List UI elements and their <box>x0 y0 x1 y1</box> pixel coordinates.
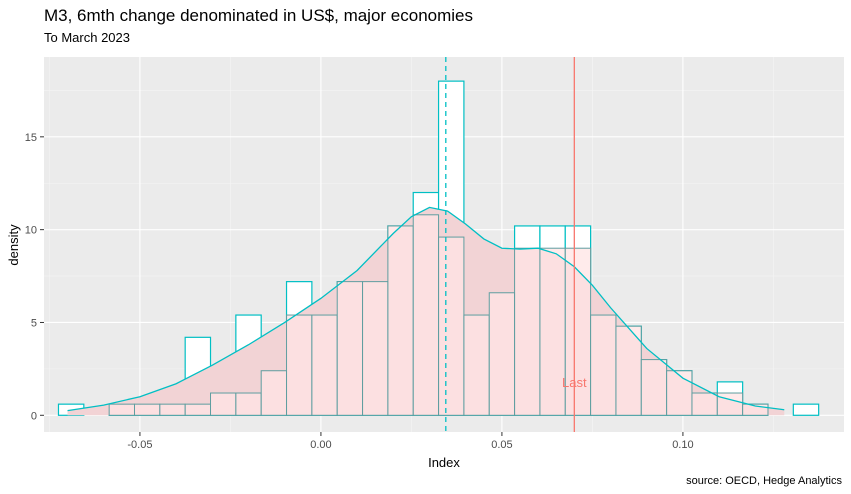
annotations: Last <box>562 375 587 390</box>
y-axis-title: density <box>6 224 21 266</box>
x-tick-label: 0.10 <box>672 439 693 451</box>
bar-history <box>133 403 161 416</box>
bars-history <box>108 214 769 416</box>
bar-history <box>615 325 642 416</box>
bar-history <box>387 225 414 416</box>
bar-history <box>260 370 288 416</box>
x-tick-label: -0.05 <box>127 439 152 451</box>
bar-history <box>564 247 592 416</box>
y-tick-label: 15 <box>25 132 37 144</box>
bar-history <box>640 359 668 416</box>
bar-history <box>210 392 237 416</box>
bar-history <box>235 392 262 416</box>
y-axis: 0 5 10 15 <box>25 132 44 422</box>
bar-history <box>514 247 541 416</box>
bar-history <box>159 403 186 416</box>
bar-history <box>666 370 693 416</box>
x-tick-label: 0.00 <box>310 439 331 451</box>
x-axis: -0.05 0.00 0.05 0.10 <box>127 432 694 451</box>
bar-history <box>286 314 313 416</box>
source-caption: source: OECD, Hedge Analytics <box>686 475 842 487</box>
bar-history <box>590 314 617 416</box>
bar-history <box>108 403 135 416</box>
bar-history <box>742 403 769 416</box>
chart-title: M3, 6mth change denominated in US$, majo… <box>44 6 474 25</box>
bar-history <box>184 403 212 416</box>
bar-history <box>463 314 490 416</box>
bar-history <box>362 281 389 416</box>
y-tick-label: 5 <box>31 317 37 329</box>
chart-subtitle: To March 2023 <box>44 30 130 45</box>
bar-history <box>311 314 338 416</box>
x-axis-title: Index <box>428 455 460 470</box>
bar-history <box>438 236 465 416</box>
annotation-label: Last <box>562 375 587 390</box>
y-tick-label: 10 <box>25 225 37 237</box>
density-curve <box>67 206 785 412</box>
bar-latest <box>792 403 820 416</box>
x-tick-label: 0.05 <box>491 439 512 451</box>
bar-history <box>336 281 364 416</box>
y-tick-label: 0 <box>31 410 37 422</box>
reference-lines <box>445 57 575 432</box>
bar-history <box>539 247 566 416</box>
bar-history <box>488 292 516 416</box>
bar-history <box>716 392 744 416</box>
bar-history <box>691 392 718 416</box>
bar-history <box>412 214 440 416</box>
